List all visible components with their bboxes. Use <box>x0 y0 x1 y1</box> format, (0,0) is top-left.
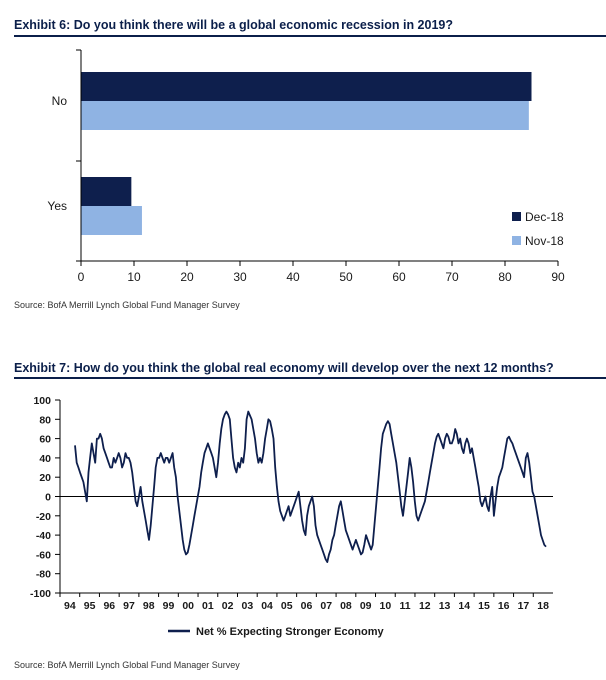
x-tick-label: 99 <box>163 600 175 612</box>
x-tick-label: 50 <box>339 270 353 284</box>
x-tick-label: 04 <box>261 600 273 612</box>
legend-swatch-nov-18 <box>512 236 521 245</box>
x-tick-label: 90 <box>551 270 565 284</box>
x-tick-label: 11 <box>400 600 411 612</box>
x-tick-label: 16 <box>498 600 510 612</box>
legend-swatch-dec-18 <box>512 212 521 221</box>
category-label-yes: Yes <box>47 199 67 213</box>
category-label-no: No <box>52 94 68 108</box>
series-line-net-expecting-stronger-economy <box>74 410 547 564</box>
y-tick-label: -100 <box>30 588 51 600</box>
x-tick-label: 0 <box>78 270 85 284</box>
x-tick-label: 03 <box>241 600 253 612</box>
x-tick-label: 20 <box>180 270 194 284</box>
y-tick-label: 80 <box>39 414 51 426</box>
x-tick-label: 07 <box>320 600 332 612</box>
exhibit7-source: Source: BofA Merrill Lynch Global Fund M… <box>14 660 240 670</box>
x-tick-label: 06 <box>301 600 313 612</box>
x-tick-label: 10 <box>380 600 392 612</box>
exhibit7-title: Exhibit 7: How do you think the global r… <box>14 361 554 375</box>
x-tick-label: 02 <box>222 600 234 612</box>
y-tick-label: 100 <box>33 395 51 407</box>
x-tick-label: 95 <box>84 600 96 612</box>
y-tick-label: -60 <box>36 549 51 561</box>
y-tick-label: 0 <box>45 492 51 504</box>
x-tick-label: 60 <box>392 270 406 284</box>
bar-no-nov-18 <box>81 101 529 130</box>
x-tick-label: 97 <box>123 600 135 612</box>
x-tick-label: 10 <box>127 270 141 284</box>
x-tick-label: 17 <box>518 600 530 612</box>
exhibit7-title-rule <box>14 377 606 379</box>
x-tick-label: 96 <box>103 600 115 612</box>
y-tick-label: 40 <box>39 453 51 465</box>
x-tick-label: 70 <box>445 270 459 284</box>
exhibit6-source: Source: BofA Merrill Lynch Global Fund M… <box>14 300 240 310</box>
exhibit6-title: Exhibit 6: Do you think there will be a … <box>14 18 453 32</box>
y-tick-label: -80 <box>36 569 51 581</box>
y-tick-label: 20 <box>39 472 51 484</box>
x-tick-label: 30 <box>233 270 247 284</box>
y-tick-label: -40 <box>36 530 51 542</box>
x-tick-label: 94 <box>64 600 76 612</box>
exhibit6-title-rule <box>14 35 606 37</box>
x-tick-label: 14 <box>458 600 470 612</box>
x-tick-label: 13 <box>439 600 451 612</box>
y-tick-label: 60 <box>39 434 51 446</box>
bar-no-dec-18 <box>81 72 532 101</box>
bar-yes-nov-18 <box>81 206 142 235</box>
x-tick-label: 05 <box>281 600 293 612</box>
legend-label-dec-18: Dec-18 <box>525 210 564 224</box>
legend-label: Net % Expecting Stronger Economy <box>196 626 385 638</box>
x-tick-label: 12 <box>419 600 431 612</box>
x-tick-label: 40 <box>286 270 300 284</box>
x-tick-label: 98 <box>143 600 155 612</box>
bar-yes-dec-18 <box>81 177 132 206</box>
x-tick-label: 00 <box>182 600 194 612</box>
y-tick-label: -20 <box>36 511 51 523</box>
x-tick-label: 09 <box>360 600 372 612</box>
x-tick-label: 01 <box>202 600 214 612</box>
x-tick-label: 15 <box>478 600 490 612</box>
recession-bar-chart: No Yes 0 10 20 30 40 50 60 70 80 90 Dec-18 Nov-18 <box>47 49 565 284</box>
x-tick-label: 08 <box>340 600 352 612</box>
x-tick-label: 80 <box>498 270 512 284</box>
x-tick-label: 18 <box>537 600 549 612</box>
legend-label-nov-18: Nov-18 <box>525 234 564 248</box>
